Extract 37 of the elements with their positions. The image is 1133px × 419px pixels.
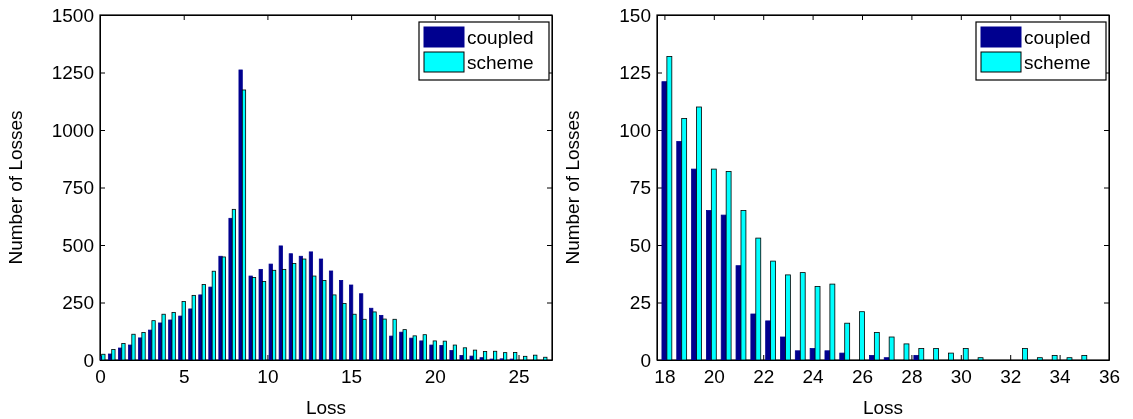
x-tick-label: 24	[802, 366, 825, 388]
x-tick-label: 26	[851, 366, 874, 388]
legend-label: coupled	[1024, 27, 1091, 48]
y-tick-label: 25	[629, 292, 651, 314]
y-tick-label: 50	[629, 234, 651, 256]
x-tick-label: 34	[1049, 366, 1072, 388]
x-tick-label: 5	[178, 366, 190, 388]
y-tick-label: 750	[62, 177, 94, 199]
x-tick-label: 28	[901, 366, 923, 388]
y-tick-label: 1250	[51, 62, 94, 84]
y-tick-label: 1000	[51, 119, 94, 141]
y-tick-label: 150	[619, 4, 651, 26]
x-axis-title: Loss	[862, 397, 904, 418]
x-tick-label: 20	[424, 366, 446, 388]
x-tick-label: 30	[950, 366, 972, 388]
legend-label: scheme	[467, 52, 534, 73]
x-tick-label: 15	[341, 366, 363, 388]
x-tick-label: 18	[654, 366, 676, 388]
x-tick-label: 20	[703, 366, 725, 388]
y-axis-title: Number of Losses	[5, 110, 26, 265]
y-tick-label: 75	[629, 177, 651, 199]
x-tick-label: 36	[1098, 366, 1121, 388]
y-tick-label: 500	[62, 234, 94, 256]
x-tick-label: 25	[508, 366, 530, 388]
legend-label: coupled	[467, 27, 534, 48]
legend-label: scheme	[1024, 52, 1091, 73]
x-tick-label: 32	[1000, 366, 1022, 388]
y-tick-label: 250	[62, 292, 94, 314]
y-tick-label: 100	[619, 119, 651, 141]
y-tick-label: 1500	[51, 4, 94, 26]
x-tick-label: 10	[257, 366, 279, 388]
x-tick-label: 22	[753, 366, 775, 388]
y-tick-label: 125	[619, 62, 651, 84]
y-axis-title: Number of Losses	[562, 110, 583, 265]
y-tick-label: 0	[640, 349, 651, 371]
x-axis-title: Loss	[305, 397, 347, 418]
y-tick-label: 0	[83, 349, 94, 371]
